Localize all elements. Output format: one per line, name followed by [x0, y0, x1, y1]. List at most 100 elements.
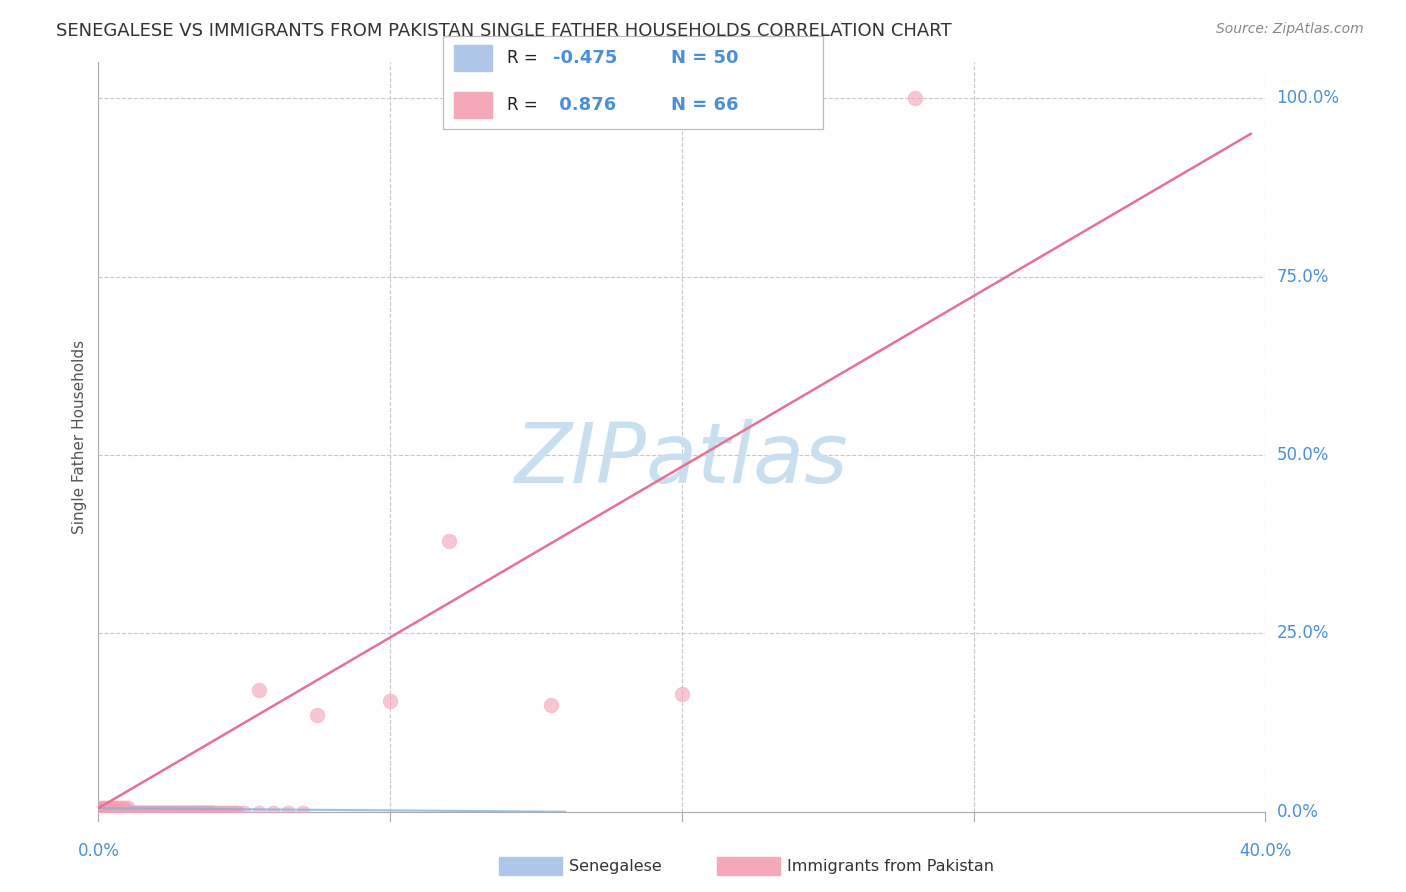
- Point: [198, 805, 221, 819]
- Point: [125, 805, 148, 819]
- Point: [172, 805, 194, 819]
- Point: [104, 805, 127, 819]
- Point: [87, 801, 110, 815]
- Point: [142, 805, 165, 819]
- Point: [221, 805, 243, 819]
- Point: [201, 805, 224, 819]
- Y-axis label: Single Father Households: Single Father Households: [72, 340, 87, 534]
- Point: [225, 805, 247, 819]
- Point: [155, 805, 177, 819]
- Point: [90, 805, 112, 819]
- Text: R =: R =: [508, 96, 544, 114]
- Point: [195, 805, 218, 819]
- Point: [136, 805, 159, 819]
- Point: [198, 805, 221, 819]
- Point: [108, 805, 131, 819]
- Text: Senegalese: Senegalese: [569, 859, 662, 873]
- Point: [104, 805, 127, 819]
- Point: [904, 91, 927, 105]
- Text: 50.0%: 50.0%: [1277, 446, 1329, 464]
- Point: [160, 805, 183, 819]
- Point: [108, 805, 131, 819]
- Point: [307, 708, 329, 723]
- Point: [233, 805, 256, 819]
- Point: [108, 803, 131, 817]
- Text: Source: ZipAtlas.com: Source: ZipAtlas.com: [1216, 22, 1364, 37]
- Point: [96, 805, 118, 819]
- Point: [190, 805, 212, 819]
- Point: [149, 805, 172, 819]
- Point: [177, 805, 200, 819]
- Point: [111, 803, 134, 817]
- Point: [262, 805, 284, 819]
- Text: ZIPatlas: ZIPatlas: [515, 419, 849, 500]
- Point: [149, 805, 172, 819]
- Text: 40.0%: 40.0%: [1239, 842, 1292, 860]
- Point: [152, 805, 174, 819]
- Point: [166, 805, 188, 819]
- Point: [93, 805, 115, 819]
- Point: [122, 805, 145, 819]
- Point: [187, 805, 209, 819]
- Point: [128, 805, 150, 819]
- Text: 0.0%: 0.0%: [1277, 803, 1319, 821]
- Point: [111, 805, 134, 819]
- Point: [187, 805, 209, 819]
- Point: [157, 805, 180, 819]
- Point: [90, 805, 112, 819]
- Point: [183, 805, 205, 819]
- Text: N = 66: N = 66: [671, 96, 738, 114]
- Point: [169, 805, 191, 819]
- Point: [163, 805, 186, 819]
- Point: [93, 805, 115, 819]
- Point: [134, 805, 156, 819]
- Point: [114, 805, 136, 819]
- Point: [125, 805, 148, 819]
- Point: [120, 805, 142, 819]
- Point: [134, 805, 156, 819]
- Point: [98, 805, 121, 819]
- Point: [96, 799, 118, 814]
- Point: [163, 805, 186, 819]
- Point: [90, 801, 112, 815]
- Point: [120, 805, 142, 819]
- Text: 75.0%: 75.0%: [1277, 268, 1329, 285]
- Point: [96, 805, 118, 819]
- Point: [209, 805, 232, 819]
- Text: 25.0%: 25.0%: [1277, 624, 1329, 642]
- Point: [117, 805, 139, 819]
- Point: [215, 805, 238, 819]
- Point: [152, 805, 174, 819]
- Point: [146, 805, 169, 819]
- Point: [101, 799, 124, 814]
- Point: [117, 805, 139, 819]
- Point: [108, 799, 131, 814]
- Point: [90, 800, 112, 814]
- Point: [174, 805, 197, 819]
- Point: [180, 805, 202, 819]
- Point: [139, 805, 162, 819]
- Point: [212, 805, 235, 819]
- Point: [277, 805, 299, 819]
- Point: [98, 800, 121, 814]
- Point: [183, 805, 205, 819]
- Point: [671, 687, 693, 701]
- Point: [437, 533, 460, 548]
- Text: R =: R =: [508, 49, 544, 67]
- Point: [87, 805, 110, 819]
- Point: [101, 805, 124, 819]
- Point: [142, 805, 165, 819]
- Text: SENEGALESE VS IMMIGRANTS FROM PAKISTAN SINGLE FATHER HOUSEHOLDS CORRELATION CHAR: SENEGALESE VS IMMIGRANTS FROM PAKISTAN S…: [56, 22, 952, 40]
- Point: [131, 805, 153, 819]
- Point: [146, 805, 169, 819]
- Point: [139, 805, 162, 819]
- Text: 0.0%: 0.0%: [77, 842, 120, 860]
- Point: [204, 805, 226, 819]
- Point: [157, 805, 180, 819]
- Point: [101, 803, 124, 817]
- Point: [93, 800, 115, 814]
- Point: [114, 800, 136, 814]
- Point: [104, 803, 127, 817]
- Point: [177, 805, 200, 819]
- Point: [190, 805, 212, 819]
